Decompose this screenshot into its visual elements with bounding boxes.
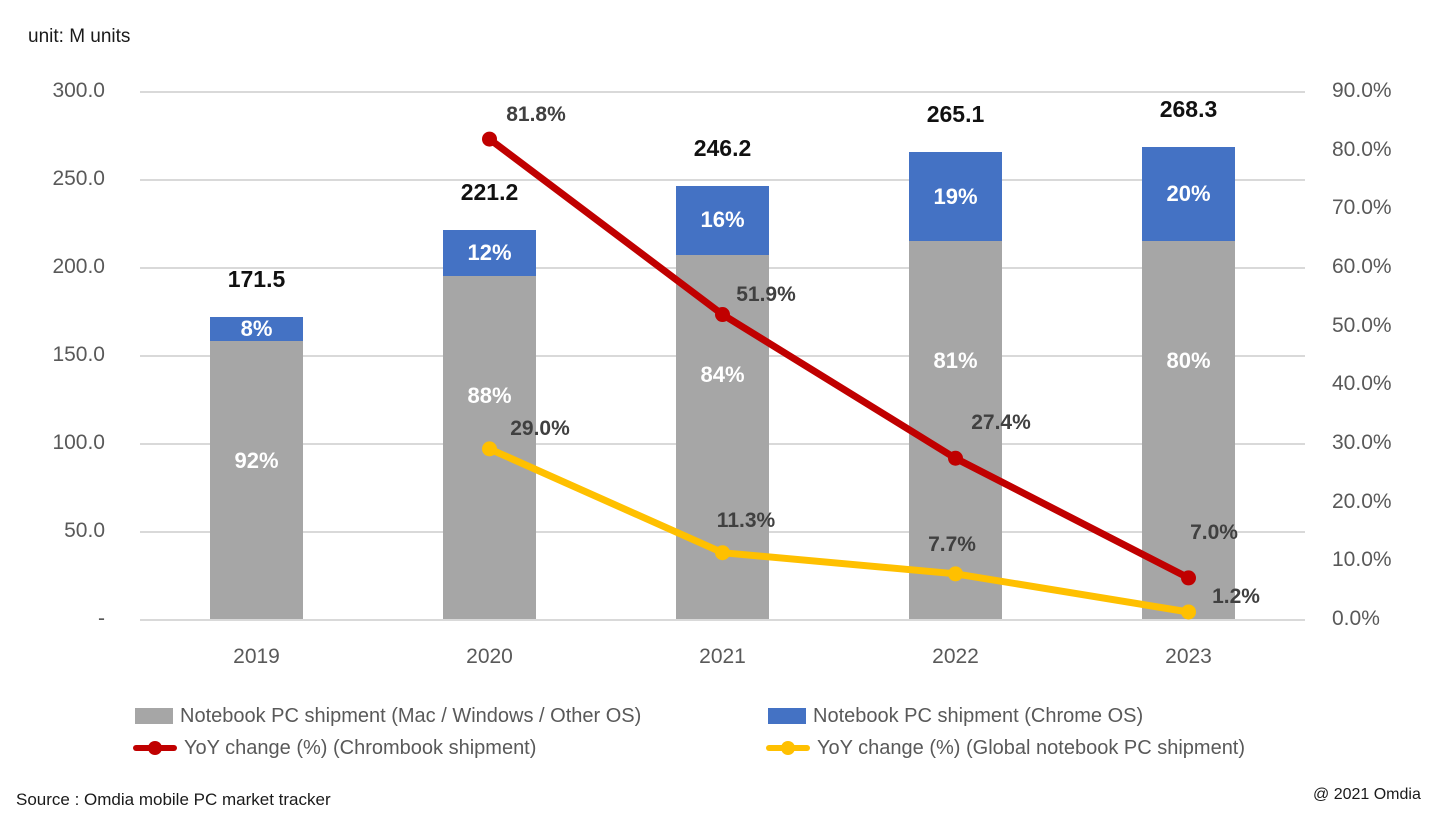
yellow-line-swatch-icon	[766, 740, 810, 756]
category-label-2022: 2022	[932, 645, 979, 668]
yellow-yoy-label-2021: 11.3%	[716, 509, 776, 532]
red-yoy-line	[486, 135, 1192, 582]
red-line-marker-2020	[482, 131, 497, 147]
left-axis-tick-50: 50.0	[64, 519, 105, 542]
category-label-2019: 2019	[233, 645, 280, 668]
red-yoy-label-2022: 27.4%	[971, 411, 1031, 434]
otheros-share-label-2021: 84%	[700, 362, 745, 387]
bar-segment-otheros-2021	[676, 255, 769, 619]
category-label-2023: 2023	[1165, 645, 1212, 668]
legend-item-notebook-chrome-os: Notebook PC shipment (Chrome OS)	[768, 703, 1143, 729]
legend-item-yoy-chromebook: YoY change (%) (Chrombook shipment)	[133, 735, 536, 761]
right-axis-tick-90: 90.0%	[1332, 79, 1392, 102]
right-axis-tick-0: 0.0%	[1332, 607, 1380, 630]
otheros-share-label-2020: 88%	[467, 383, 512, 408]
category-label-2020: 2020	[466, 645, 513, 668]
otheros-share-label-2022: 81%	[933, 348, 978, 373]
legend-item-yoy-global: YoY change (%) (Global notebook PC shipm…	[766, 735, 1245, 761]
source-note: Source : Omdia mobile PC market tracker	[16, 790, 331, 809]
gridline-0	[140, 619, 1305, 621]
left-axis-tick-150: 150.0	[52, 343, 105, 366]
left-axis-tick-200: 200.0	[52, 255, 105, 278]
red-yoy-label-2020: 81.8%	[506, 103, 566, 126]
copyright-note: @ 2021 Omdia	[1313, 786, 1421, 803]
total-label-2023: 268.3	[1159, 96, 1218, 122]
total-label-2021: 246.2	[693, 135, 752, 161]
left-axis-tick-100: 100.0	[52, 431, 105, 454]
legend-label-yoy-global: YoY change (%) (Global notebook PC shipm…	[817, 737, 1246, 759]
chromeos-share-label-2020: 12%	[467, 240, 512, 265]
total-label-2020: 221.2	[460, 179, 519, 205]
yellow-yoy-label-2023: 1.2%	[1212, 585, 1260, 608]
bar-segment-otheros-2020	[443, 276, 536, 619]
right-axis-tick-70: 70.0%	[1332, 196, 1392, 219]
red-yoy-label-2023: 7.0%	[1190, 521, 1238, 544]
bar-segment-otheros-2023	[1142, 241, 1235, 619]
right-axis-tick-30: 30.0%	[1332, 431, 1392, 454]
right-axis-tick-20: 20.0%	[1332, 490, 1392, 513]
chromeos-share-label-2019: 8%	[240, 316, 273, 341]
right-axis-tick-80: 80.0%	[1332, 138, 1392, 161]
category-label-2021: 2021	[699, 645, 746, 668]
gray-bar-swatch-icon	[135, 708, 173, 724]
red-yoy-label-2021: 51.9%	[736, 283, 796, 306]
left-axis-tick-300: 300.0	[52, 79, 105, 102]
right-axis-tick-40: 40.0%	[1332, 372, 1392, 395]
legend-label-notebook-other-os: Notebook PC shipment (Mac / Windows / Ot…	[180, 705, 642, 727]
bar-segment-otheros-2019	[210, 341, 303, 619]
total-label-2022: 265.1	[926, 101, 985, 127]
right-axis-tick-10: 10.0%	[1332, 548, 1392, 571]
left-axis-tick-0: -	[98, 607, 105, 630]
chromeos-share-label-2022: 19%	[933, 184, 978, 209]
right-axis-tick-50: 50.0%	[1332, 314, 1392, 337]
yellow-yoy-label-2020: 29.0%	[510, 417, 570, 440]
legend-label-yoy-chromebook: YoY change (%) (Chrombook shipment)	[184, 737, 537, 759]
right-axis-tick-60: 60.0%	[1332, 255, 1392, 278]
bar-segment-chromeos-2019	[210, 317, 303, 341]
left-axis-tick-250: 250.0	[52, 167, 105, 190]
red-line-swatch-icon	[133, 740, 177, 756]
gridline-250	[140, 179, 1305, 181]
chromeos-share-label-2023: 20%	[1166, 181, 1211, 206]
blue-bar-swatch-icon	[768, 708, 806, 724]
unit-note: unit: M units	[28, 26, 131, 47]
legend-label-notebook-chrome-os: Notebook PC shipment (Chrome OS)	[813, 705, 1144, 727]
yellow-yoy-label-2022: 7.7%	[928, 533, 976, 556]
gridline-300	[140, 91, 1305, 93]
otheros-share-label-2023: 80%	[1166, 348, 1211, 373]
legend-item-notebook-other-os: Notebook PC shipment (Mac / Windows / Ot…	[135, 703, 641, 729]
total-label-2019: 171.5	[227, 266, 286, 292]
chromeos-share-label-2021: 16%	[700, 207, 745, 232]
otheros-share-label-2019: 92%	[234, 448, 279, 473]
